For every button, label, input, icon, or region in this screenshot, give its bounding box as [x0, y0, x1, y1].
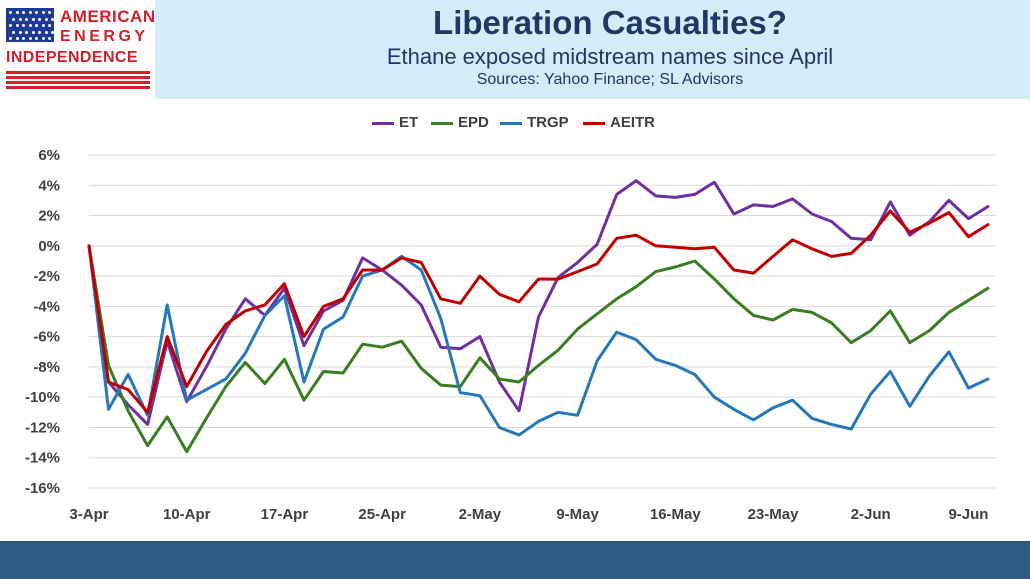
y-tick-label: -8%: [33, 359, 60, 376]
y-tick-label: -12%: [25, 419, 60, 436]
series-line-aeitr: [87, 209, 990, 414]
footer-bar: [0, 541, 1030, 579]
chart-legend: ET EPD TRGP AEITR: [0, 113, 1030, 133]
flag-star: [22, 37, 25, 40]
flag-star: [35, 24, 38, 27]
flag-star: [48, 37, 51, 40]
flag-star: [51, 17, 54, 21]
y-tick-label: 0%: [38, 238, 60, 255]
flag-star: [18, 17, 22, 21]
flag-star: [25, 30, 28, 34]
flag-star: [25, 17, 28, 21]
flag-star: [35, 11, 38, 14]
y-tick-label: 4%: [38, 177, 60, 194]
legend-swatch: [431, 122, 453, 125]
x-tick-label: 9-May: [556, 506, 599, 523]
flag-star: [44, 30, 48, 34]
logo-text-line3: INDEPENDENCE: [6, 49, 138, 66]
flag-star: [28, 11, 32, 14]
logo-stripes: [6, 71, 150, 93]
legend-label: AEITR: [610, 114, 655, 131]
x-tick-label: 10-Apr: [163, 506, 211, 523]
y-tick-label: -6%: [33, 329, 60, 346]
legend-label: EPD: [458, 114, 489, 131]
logo-text-line1: AMERICAN: [60, 7, 156, 26]
y-tick-label: 2%: [38, 208, 60, 225]
logo-text-line2: ENERGY: [60, 28, 149, 45]
us-flag-icon: [6, 8, 54, 42]
x-tick-label: 2-Jun: [851, 506, 891, 523]
line-chart: 6% 4% 2% 0% -2% -4% -6% -8% -10% -12% -14% -16% 3-Ap…: [25, 147, 996, 523]
page-title: Liberation Casualties?: [433, 4, 787, 41]
flag-star: [48, 11, 51, 14]
flag-star: [28, 24, 32, 27]
flag-star: [15, 37, 19, 40]
x-tick-label: 16-May: [650, 506, 702, 523]
series-line-epd: [87, 244, 990, 454]
flag-star: [28, 37, 32, 40]
flag-star: [38, 30, 41, 34]
x-tick-label: 2-May: [459, 506, 502, 523]
x-tick-label: 9-Jun: [948, 506, 988, 523]
flag-star: [51, 30, 54, 34]
legend-swatch: [372, 122, 394, 125]
y-tick-label: 6%: [38, 147, 60, 164]
flag-star: [38, 17, 41, 21]
flag-star: [9, 11, 12, 14]
flag-star: [48, 24, 51, 27]
legend-swatch: [500, 122, 522, 125]
flag-star: [15, 24, 19, 27]
x-tick-label: 23-May: [748, 506, 800, 523]
legend-label: TRGP: [527, 114, 569, 131]
flag-star: [22, 11, 25, 14]
x-tick-label: 17-Apr: [261, 506, 309, 523]
flag-star: [35, 37, 38, 40]
legend-swatch: [583, 122, 605, 125]
flag-star: [9, 37, 12, 40]
y-tick-label: -16%: [25, 480, 60, 497]
flag-star: [44, 17, 48, 21]
legend-label: ET: [399, 114, 419, 131]
header-banner: AMERICAN ENERGY INDEPENDENCE Liberation …: [0, 0, 1030, 99]
flag-star: [12, 17, 15, 21]
page-subtitle: Ethane exposed midstream names since Apr…: [386, 44, 834, 69]
flag-star: [22, 24, 25, 27]
flag-star: [41, 24, 45, 27]
flag-star: [41, 37, 45, 40]
flag-star: [41, 11, 45, 14]
flag-star: [18, 30, 22, 34]
y-tick-label: -14%: [25, 450, 60, 467]
y-tick-label: -2%: [33, 268, 60, 285]
series-line-et: [87, 179, 990, 426]
brand-logo: AMERICAN ENERGY INDEPENDENCE: [0, 0, 155, 99]
y-tick-label: -10%: [25, 389, 60, 406]
flag-star: [31, 17, 35, 21]
flag-star: [31, 30, 35, 34]
flag-star: [9, 24, 12, 27]
flag-star: [12, 30, 15, 34]
x-tick-label: 25-Apr: [358, 506, 406, 523]
flag-star: [15, 11, 19, 14]
sources-note: Sources: Yahoo Finance; SL Advisors: [476, 71, 744, 88]
y-tick-label: -4%: [33, 298, 60, 315]
series-line-trgp: [87, 244, 990, 437]
x-tick-label: 3-Apr: [69, 506, 108, 523]
